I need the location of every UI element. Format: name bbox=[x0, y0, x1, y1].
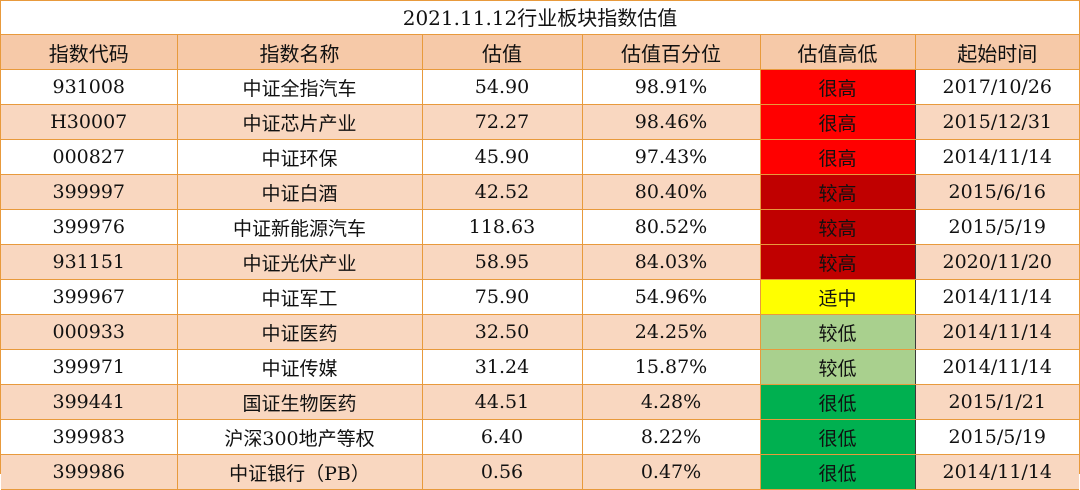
start-time-cell: 2014/11/14 bbox=[914, 454, 1079, 490]
percentile-cell: 8.22% bbox=[581, 419, 761, 455]
start-time-cell: 2020/11/20 bbox=[914, 244, 1079, 280]
valuation-cell: 118.63 bbox=[421, 209, 583, 245]
index-code-cell: 931008 bbox=[1, 69, 178, 105]
valuation-cell: 72.27 bbox=[421, 104, 583, 140]
header-valuation: 估值 bbox=[421, 35, 583, 70]
start-time-cell: 2014/11/14 bbox=[914, 139, 1079, 175]
level-cell: 较高 bbox=[759, 209, 916, 245]
index-code-cell: 399971 bbox=[1, 349, 178, 385]
percentile-cell: 98.91% bbox=[581, 69, 761, 105]
valuation-cell: 6.40 bbox=[421, 419, 583, 455]
index-code-cell: 399976 bbox=[1, 209, 178, 245]
level-cell: 较低 bbox=[759, 349, 916, 385]
header-level: 估值高低 bbox=[759, 35, 916, 70]
percentile-cell: 54.96% bbox=[581, 279, 761, 315]
index-code-cell: 000827 bbox=[1, 139, 178, 175]
valuation-cell: 42.52 bbox=[421, 174, 583, 210]
index-name-cell: 中证白酒 bbox=[176, 174, 423, 210]
level-cell: 适中 bbox=[759, 279, 916, 315]
level-cell: 很低 bbox=[759, 454, 916, 490]
index-name-cell: 中证银行（PB） bbox=[176, 454, 423, 490]
level-cell: 很低 bbox=[759, 419, 916, 455]
valuation-cell: 58.95 bbox=[421, 244, 583, 280]
start-time-cell: 2015/5/19 bbox=[914, 419, 1079, 455]
index-code-cell: 399997 bbox=[1, 174, 178, 210]
index-code-cell: 399441 bbox=[1, 384, 178, 420]
table-row: 399971 中证传媒 31.24 15.87% 较低 2014/11/14 bbox=[1, 349, 1079, 385]
level-cell: 很高 bbox=[759, 139, 916, 175]
percentile-cell: 97.43% bbox=[581, 139, 761, 175]
header-start-time: 起始时间 bbox=[914, 35, 1079, 70]
index-code-cell: 399986 bbox=[1, 454, 178, 490]
start-time-cell: 2015/6/16 bbox=[914, 174, 1079, 210]
table-row: 399986 中证银行（PB） 0.56 0.47% 很低 2014/11/14 bbox=[1, 454, 1079, 490]
level-cell: 较高 bbox=[759, 174, 916, 210]
start-time-cell: 2014/11/14 bbox=[914, 279, 1079, 315]
table-title: 2021.11.12行业板块指数估值 bbox=[1, 1, 1079, 35]
valuation-cell: 0.56 bbox=[421, 454, 583, 490]
header-index-name: 指数名称 bbox=[176, 35, 423, 70]
index-code-cell: 399967 bbox=[1, 279, 178, 315]
valuation-cell: 44.51 bbox=[421, 384, 583, 420]
percentile-cell: 84.03% bbox=[581, 244, 761, 280]
table-row: 000933 中证医药 32.50 24.25% 较低 2014/11/14 bbox=[1, 314, 1079, 350]
percentile-cell: 4.28% bbox=[581, 384, 761, 420]
valuation-cell: 32.50 bbox=[421, 314, 583, 350]
index-code-cell: H30007 bbox=[1, 104, 178, 140]
start-time-cell: 2015/1/21 bbox=[914, 384, 1079, 420]
percentile-cell: 80.52% bbox=[581, 209, 761, 245]
index-name-cell: 中证芯片产业 bbox=[176, 104, 423, 140]
start-time-cell: 2017/10/26 bbox=[914, 69, 1079, 105]
valuation-cell: 54.90 bbox=[421, 69, 583, 105]
table-row: H30007 中证芯片产业 72.27 98.46% 很高 2015/12/31 bbox=[1, 104, 1079, 140]
table-row: 399967 中证军工 75.90 54.96% 适中 2014/11/14 bbox=[1, 279, 1079, 315]
start-time-cell: 2015/5/19 bbox=[914, 209, 1079, 245]
table-row: 931151 中证光伏产业 58.95 84.03% 较高 2020/11/20 bbox=[1, 244, 1079, 280]
header-index-code: 指数代码 bbox=[1, 35, 178, 70]
valuation-cell: 31.24 bbox=[421, 349, 583, 385]
index-name-cell: 沪深300地产等权 bbox=[176, 419, 423, 455]
index-name-cell: 中证军工 bbox=[176, 279, 423, 315]
percentile-cell: 80.40% bbox=[581, 174, 761, 210]
header-row: 指数代码 指数名称 估值 估值百分位 估值高低 起始时间 bbox=[1, 35, 1079, 70]
header-percentile: 估值百分位 bbox=[581, 35, 761, 70]
index-name-cell: 中证环保 bbox=[176, 139, 423, 175]
start-time-cell: 2015/12/31 bbox=[914, 104, 1079, 140]
percentile-cell: 0.47% bbox=[581, 454, 761, 490]
table-row: 399441 国证生物医药 44.51 4.28% 很低 2015/1/21 bbox=[1, 384, 1079, 420]
table-body: 931008 中证全指汽车 54.90 98.91% 很高 2017/10/26 H3000… bbox=[1, 69, 1079, 490]
percentile-cell: 98.46% bbox=[581, 104, 761, 140]
index-code-cell: 000933 bbox=[1, 314, 178, 350]
index-name-cell: 中证光伏产业 bbox=[176, 244, 423, 280]
level-cell: 很高 bbox=[759, 104, 916, 140]
start-time-cell: 2014/11/14 bbox=[914, 314, 1079, 350]
table-row: 399983 沪深300地产等权 6.40 8.22% 很低 2015/5/19 bbox=[1, 419, 1079, 455]
percentile-cell: 24.25% bbox=[581, 314, 761, 350]
level-cell: 较高 bbox=[759, 244, 916, 280]
level-cell: 较低 bbox=[759, 314, 916, 350]
valuation-cell: 45.90 bbox=[421, 139, 583, 175]
index-code-cell: 399983 bbox=[1, 419, 178, 455]
percentile-cell: 15.87% bbox=[581, 349, 761, 385]
index-name-cell: 中证新能源汽车 bbox=[176, 209, 423, 245]
index-name-cell: 国证生物医药 bbox=[176, 384, 423, 420]
table-row: 399976 中证新能源汽车 118.63 80.52% 较高 2015/5/19 bbox=[1, 209, 1079, 245]
valuation-cell: 75.90 bbox=[421, 279, 583, 315]
level-cell: 很高 bbox=[759, 69, 916, 105]
table-row: 000827 中证环保 45.90 97.43% 很高 2014/11/14 bbox=[1, 139, 1079, 175]
index-name-cell: 中证全指汽车 bbox=[176, 69, 423, 105]
start-time-cell: 2014/11/14 bbox=[914, 349, 1079, 385]
index-name-cell: 中证传媒 bbox=[176, 349, 423, 385]
index-name-cell: 中证医药 bbox=[176, 314, 423, 350]
table-row: 399997 中证白酒 42.52 80.40% 较高 2015/6/16 bbox=[1, 174, 1079, 210]
table-row: 931008 中证全指汽车 54.90 98.91% 很高 2017/10/26 bbox=[1, 69, 1079, 105]
level-cell: 很低 bbox=[759, 384, 916, 420]
index-code-cell: 931151 bbox=[1, 244, 178, 280]
valuation-table: 指数代码 指数名称 估值 估值百分位 估值高低 起始时间 931008 中证全指汽… bbox=[1, 35, 1079, 490]
